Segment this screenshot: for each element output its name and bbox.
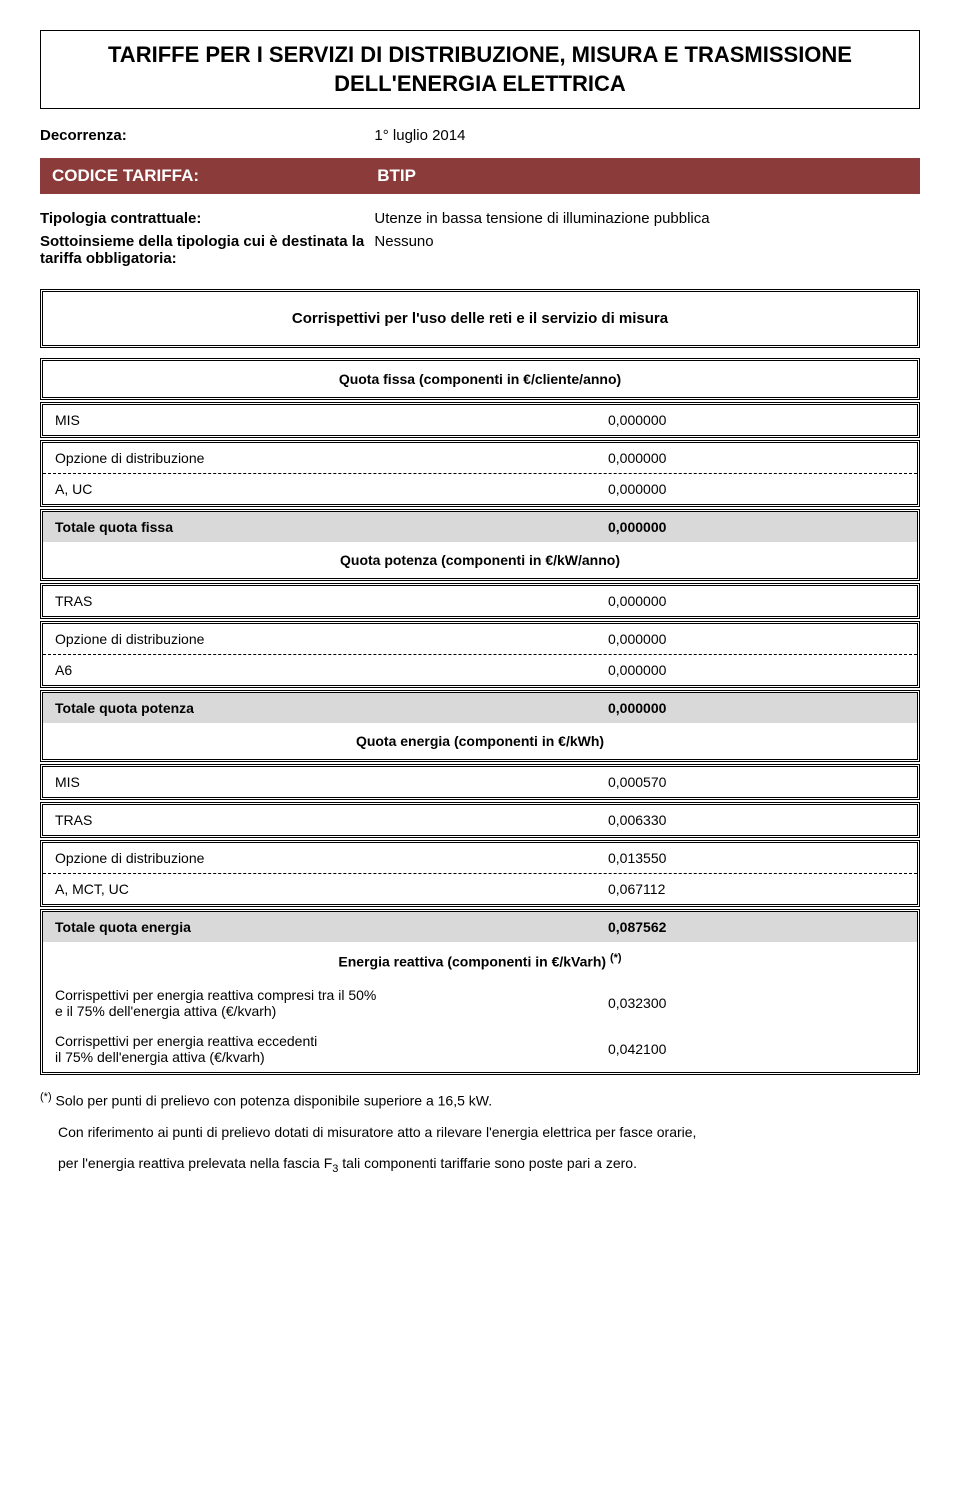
codice-label: CODICE TARIFFA: <box>52 166 377 186</box>
row-value: 0,067112 <box>548 881 905 897</box>
footnote-3b: tali componenti tariffarie sono poste pa… <box>338 1155 637 1171</box>
row-value: 0,032300 <box>548 995 905 1011</box>
table-row: A, UC 0,000000 <box>43 473 917 504</box>
row-value: 0,000000 <box>548 481 905 497</box>
row-name-line1: Corrispettivi per energia reattiva ecced… <box>55 1033 317 1049</box>
total-value: 0,087562 <box>548 919 905 935</box>
row-name: TRAS <box>55 812 548 828</box>
total-name: Totale quota energia <box>55 919 548 935</box>
table-row: Opzione di distribuzione 0,000000 <box>43 443 917 473</box>
table-row: TRAS 0,006330 <box>43 805 917 835</box>
codice-bar: CODICE TARIFFA: BTIP <box>40 158 920 194</box>
footnote-star: (*) <box>40 1091 52 1103</box>
quota-fissa-block: Quota fissa (componenti in €/cliente/ann… <box>40 358 920 400</box>
codice-value: BTIP <box>377 166 416 186</box>
title-box: TARIFFE PER I SERVIZI DI DISTRIBUZIONE, … <box>40 30 920 109</box>
reattiva-header-text: Energia reattiva (componenti in €/kVarh) <box>338 954 606 970</box>
table-row: Opzione di distribuzione 0,000000 <box>43 624 917 654</box>
quota-energia-rows2: TRAS 0,006330 <box>40 802 920 838</box>
sottoinsieme-label: Sottoinsieme della tipologia cui è desti… <box>40 233 374 267</box>
row-name: Opzione di distribuzione <box>55 631 548 647</box>
total-name: Totale quota fissa <box>55 519 548 535</box>
corrispettivi-header: Corrispettivi per l'uso delle reti e il … <box>40 289 920 348</box>
row-value: 0,013550 <box>548 850 905 866</box>
quota-potenza-header: Quota potenza (componenti in €/kW/anno) <box>43 542 917 578</box>
quota-energia-rows3: Opzione di distribuzione 0,013550 A, MCT… <box>40 840 920 907</box>
row-name: Corrispettivi per energia reattiva ecced… <box>55 1033 548 1065</box>
row-value: 0,000000 <box>548 631 905 647</box>
reattiva-star: (*) <box>610 952 622 964</box>
row-name: A, MCT, UC <box>55 881 548 897</box>
energia-reattiva-header: Energia reattiva (componenti in €/kVarh)… <box>43 942 917 980</box>
page-title: TARIFFE PER I SERVIZI DI DISTRIBUZIONE, … <box>56 41 904 98</box>
sottoinsieme-label-line2: tariffa obbligatoria: <box>40 250 177 267</box>
quota-potenza-rows: TRAS 0,000000 <box>40 583 920 619</box>
quota-fissa-rows: MIS 0,000000 <box>40 402 920 438</box>
row-value: 0,000000 <box>548 450 905 466</box>
footnotes: (*) Solo per punti di prelievo con poten… <box>40 1089 920 1177</box>
quota-potenza-total: Totale quota potenza 0,000000 Quota ener… <box>40 690 920 762</box>
row-name: MIS <box>55 412 548 428</box>
total-row: Totale quota fissa 0,000000 <box>43 512 917 542</box>
quota-potenza-rows2: Opzione di distribuzione 0,000000 A6 0,0… <box>40 621 920 688</box>
row-name: TRAS <box>55 593 548 609</box>
total-name: Totale quota potenza <box>55 700 548 716</box>
row-value: 0,000570 <box>548 774 905 790</box>
sottoinsieme-value: Nessuno <box>374 233 920 250</box>
footnote-1-text: Solo per punti di prelievo con potenza d… <box>52 1093 493 1109</box>
reattiva-row: Corrispettivi per energia reattiva ecced… <box>43 1026 917 1072</box>
total-value: 0,000000 <box>548 700 905 716</box>
tipologia-block: Tipologia contrattuale: Utenze in bassa … <box>40 210 920 267</box>
tipologia-label: Tipologia contrattuale: <box>40 210 374 227</box>
row-name: Opzione di distribuzione <box>55 450 548 466</box>
quota-energia-total: Totale quota energia 0,087562 Energia re… <box>40 909 920 1075</box>
row-value: 0,000000 <box>548 412 905 428</box>
quota-energia-rows: MIS 0,000570 <box>40 764 920 800</box>
total-value: 0,000000 <box>548 519 905 535</box>
footnote-1: (*) Solo per punti di prelievo con poten… <box>40 1089 920 1112</box>
row-name: Corrispettivi per energia reattiva compr… <box>55 987 548 1019</box>
footnote-3a: per l'energia reattiva prelevata nella f… <box>58 1155 332 1171</box>
table-row: A6 0,000000 <box>43 654 917 685</box>
quota-fissa-rows2: Opzione di distribuzione 0,000000 A, UC … <box>40 440 920 507</box>
tipologia-value: Utenze in bassa tensione di illuminazion… <box>374 210 920 227</box>
table-row: MIS 0,000570 <box>43 767 917 797</box>
row-name: MIS <box>55 774 548 790</box>
quota-energia-header: Quota energia (componenti in €/kWh) <box>43 723 917 759</box>
row-name-line2: e il 75% dell'energia attiva (€/kvarh) <box>55 1003 276 1019</box>
row-value: 0,000000 <box>548 662 905 678</box>
decorrenza-row: Decorrenza: 1° luglio 2014 <box>40 127 920 144</box>
row-name-line2: il 75% dell'energia attiva (€/kvarh) <box>55 1049 265 1065</box>
row-name: Opzione di distribuzione <box>55 850 548 866</box>
quota-fissa-total: Totale quota fissa 0,000000 Quota potenz… <box>40 509 920 581</box>
row-value: 0,042100 <box>548 1041 905 1057</box>
table-row: MIS 0,000000 <box>43 405 917 435</box>
row-name: A, UC <box>55 481 548 497</box>
row-name: A6 <box>55 662 548 678</box>
total-row: Totale quota potenza 0,000000 <box>43 693 917 723</box>
table-row: Opzione di distribuzione 0,013550 <box>43 843 917 873</box>
total-row: Totale quota energia 0,087562 <box>43 912 917 942</box>
footnote-2: Con riferimento ai punti di prelievo dot… <box>40 1122 920 1143</box>
reattiva-row: Corrispettivi per energia reattiva compr… <box>43 980 917 1026</box>
quota-fissa-header: Quota fissa (componenti in €/cliente/ann… <box>43 361 917 397</box>
row-name-line1: Corrispettivi per energia reattiva compr… <box>55 987 376 1003</box>
table-row: TRAS 0,000000 <box>43 586 917 616</box>
decorrenza-value: 1° luglio 2014 <box>374 127 920 144</box>
decorrenza-label: Decorrenza: <box>40 127 374 144</box>
row-value: 0,000000 <box>548 593 905 609</box>
row-value: 0,006330 <box>548 812 905 828</box>
footnote-3: per l'energia reattiva prelevata nella f… <box>40 1153 920 1177</box>
sottoinsieme-label-line1: Sottoinsieme della tipologia cui è desti… <box>40 233 364 250</box>
table-row: A, MCT, UC 0,067112 <box>43 873 917 904</box>
